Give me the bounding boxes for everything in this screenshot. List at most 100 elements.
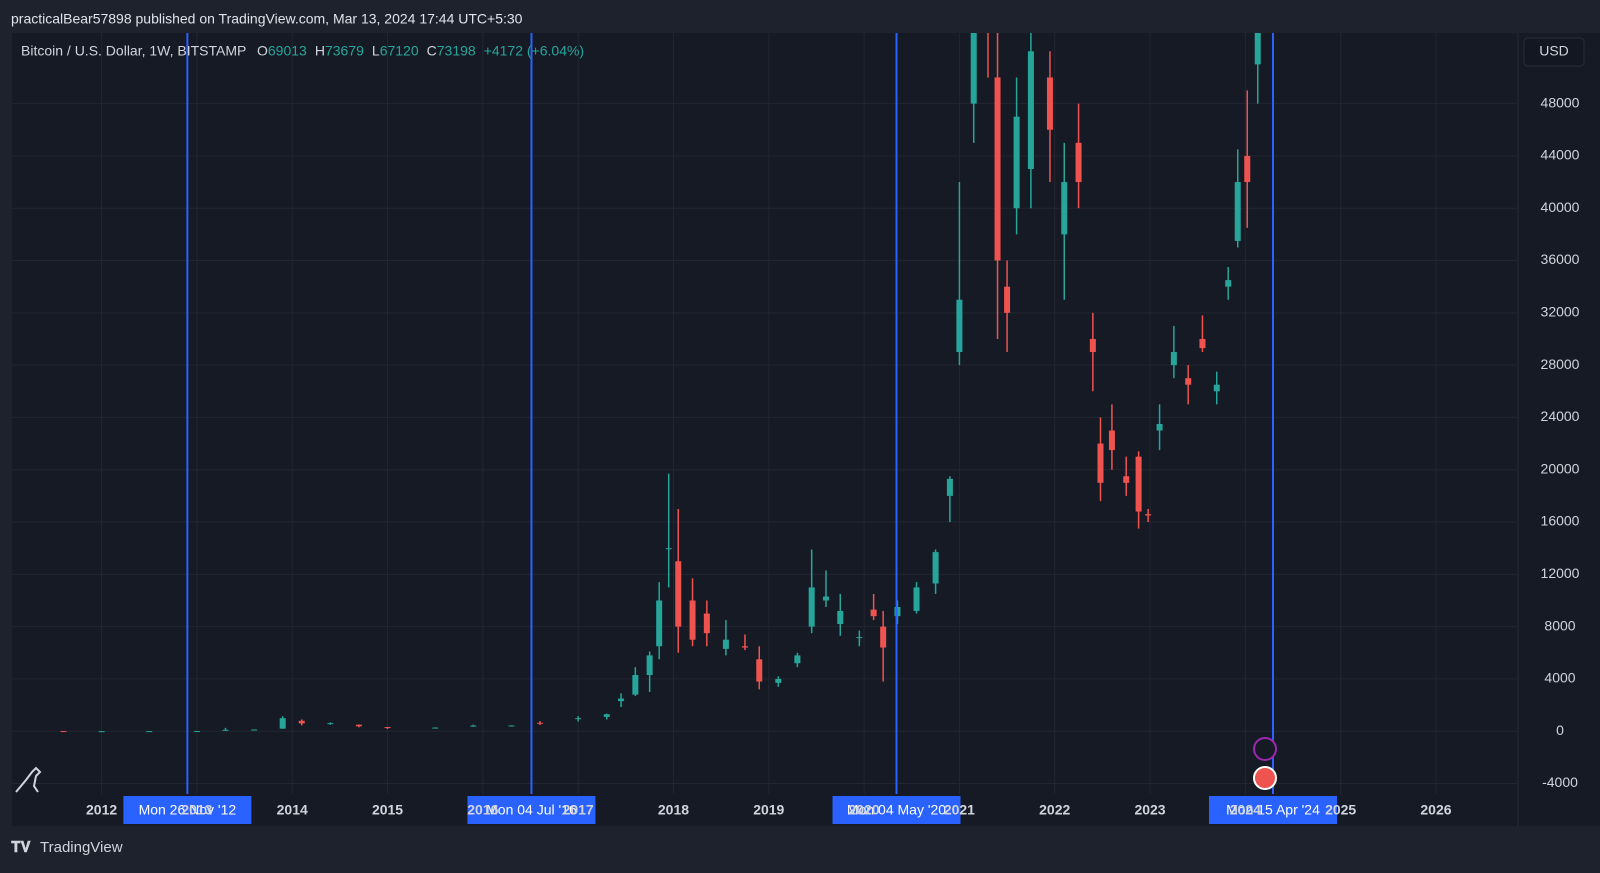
candle-body [251,729,258,731]
brand: TradingView [40,839,123,856]
date-marker-label: Mon 26 Nov '12 [139,802,237,818]
candle-body [880,626,887,648]
ohlc-value: 73679 [325,43,364,59]
x-tick-label: 2015 [372,802,403,818]
candle-body [994,77,1001,261]
y-tick-label: -4000 [1542,774,1578,790]
ohlc-value: 67120 [380,43,419,59]
x-tick-label: 2026 [1420,802,1451,818]
event-icon[interactable] [1253,737,1277,761]
ohlc-label: L [372,43,380,59]
candle-body [946,478,953,496]
candle-body [603,714,610,717]
candle-body [1027,51,1034,169]
candle-body [222,729,229,731]
candle-body [298,720,305,724]
y-tick-label: 4000 [1544,670,1575,686]
x-tick-label: 2013 [181,802,212,818]
candle-body [756,659,763,682]
y-tick-label: 8000 [1544,617,1575,633]
candle-body [1135,456,1142,512]
candle-body [327,723,334,725]
logo-icon [15,766,42,793]
change: +4172 (+6.04%) [484,43,584,59]
y-tick-label: 48000 [1541,94,1580,110]
candle-body [870,609,877,617]
candle-body [722,639,729,649]
candle-body [508,725,515,727]
y-tick-label: 16000 [1541,513,1580,529]
candle-body [1097,443,1104,483]
date-marker-label: Mon 04 May '20 [847,802,946,818]
candle-body [1254,33,1261,65]
candle-body [794,655,801,664]
currency-box[interactable] [1523,37,1585,67]
candle-body [1089,338,1096,353]
candle-body [432,727,439,729]
candle-body [60,731,67,733]
y-tick-label: 36000 [1541,251,1580,267]
x-tick-label: 2020 [849,802,880,818]
candle-body [1234,182,1241,241]
candle-body [703,613,710,634]
symbol: Bitcoin / U.S. Dollar, 1W, BITSTAMP [21,43,246,59]
brand-mark: 𝐓𝐕 [11,839,32,856]
candle-body [775,678,782,683]
price-axis [1519,33,1600,826]
ohlc-label: H [315,43,325,59]
candle-body [1185,378,1192,385]
x-tick-label: 2012 [86,802,117,818]
candle-body [856,637,863,639]
candle-body [470,725,477,727]
candle-body [575,718,582,720]
candle-body [1170,352,1177,366]
candle-body [632,675,639,695]
publisher-note: practicalBear57898 published on TradingV… [11,11,523,27]
date-marker-label: Mon 04 Jul '16 [486,802,577,818]
candle-body [537,722,544,724]
x-tick-label: 2023 [1134,802,1165,818]
date-marker-box [123,796,252,824]
candle-body [913,587,920,611]
candle-body [1199,338,1206,349]
y-tick-label: 0 [1556,722,1564,738]
ohlc-label: C [427,43,437,59]
currency[interactable]: USD [1539,43,1569,59]
y-tick-label: 32000 [1541,304,1580,320]
candle-body [1145,514,1152,516]
x-tick-label: 2025 [1325,802,1356,818]
candle-body [1225,280,1232,287]
candle-body [675,561,682,627]
x-tick-label: 2022 [1039,802,1070,818]
candle-body [1244,155,1251,183]
candle-body [1004,286,1011,313]
ohlc-value: 73198 [437,43,476,59]
candle-body [970,33,977,104]
x-tick-label: 2017 [563,802,594,818]
candle-body [1108,430,1115,451]
date-marker-box [467,796,596,824]
candle-body [741,646,748,648]
x-tick-label: 2019 [753,802,784,818]
y-tick-label: 28000 [1541,356,1580,372]
candle-body [665,548,672,550]
candle-body [1156,423,1163,431]
candle-body [355,724,362,727]
event-icon[interactable] [1253,766,1277,790]
date-marker-box [1208,796,1337,824]
y-tick-label: 24000 [1541,408,1580,424]
candle-body [1213,384,1220,392]
plot-area [12,33,1517,794]
candle-body [384,727,391,729]
y-tick-label: 40000 [1541,199,1580,215]
candle-body [1013,116,1020,209]
candle-body [956,299,963,353]
candle-body [1075,142,1082,183]
candle-body [1123,476,1130,483]
candle-body [932,552,939,584]
x-tick-label: 2024 [1230,802,1261,818]
candle-body [808,587,815,627]
candle-body [646,655,653,676]
x-tick-label: 2014 [277,802,308,818]
